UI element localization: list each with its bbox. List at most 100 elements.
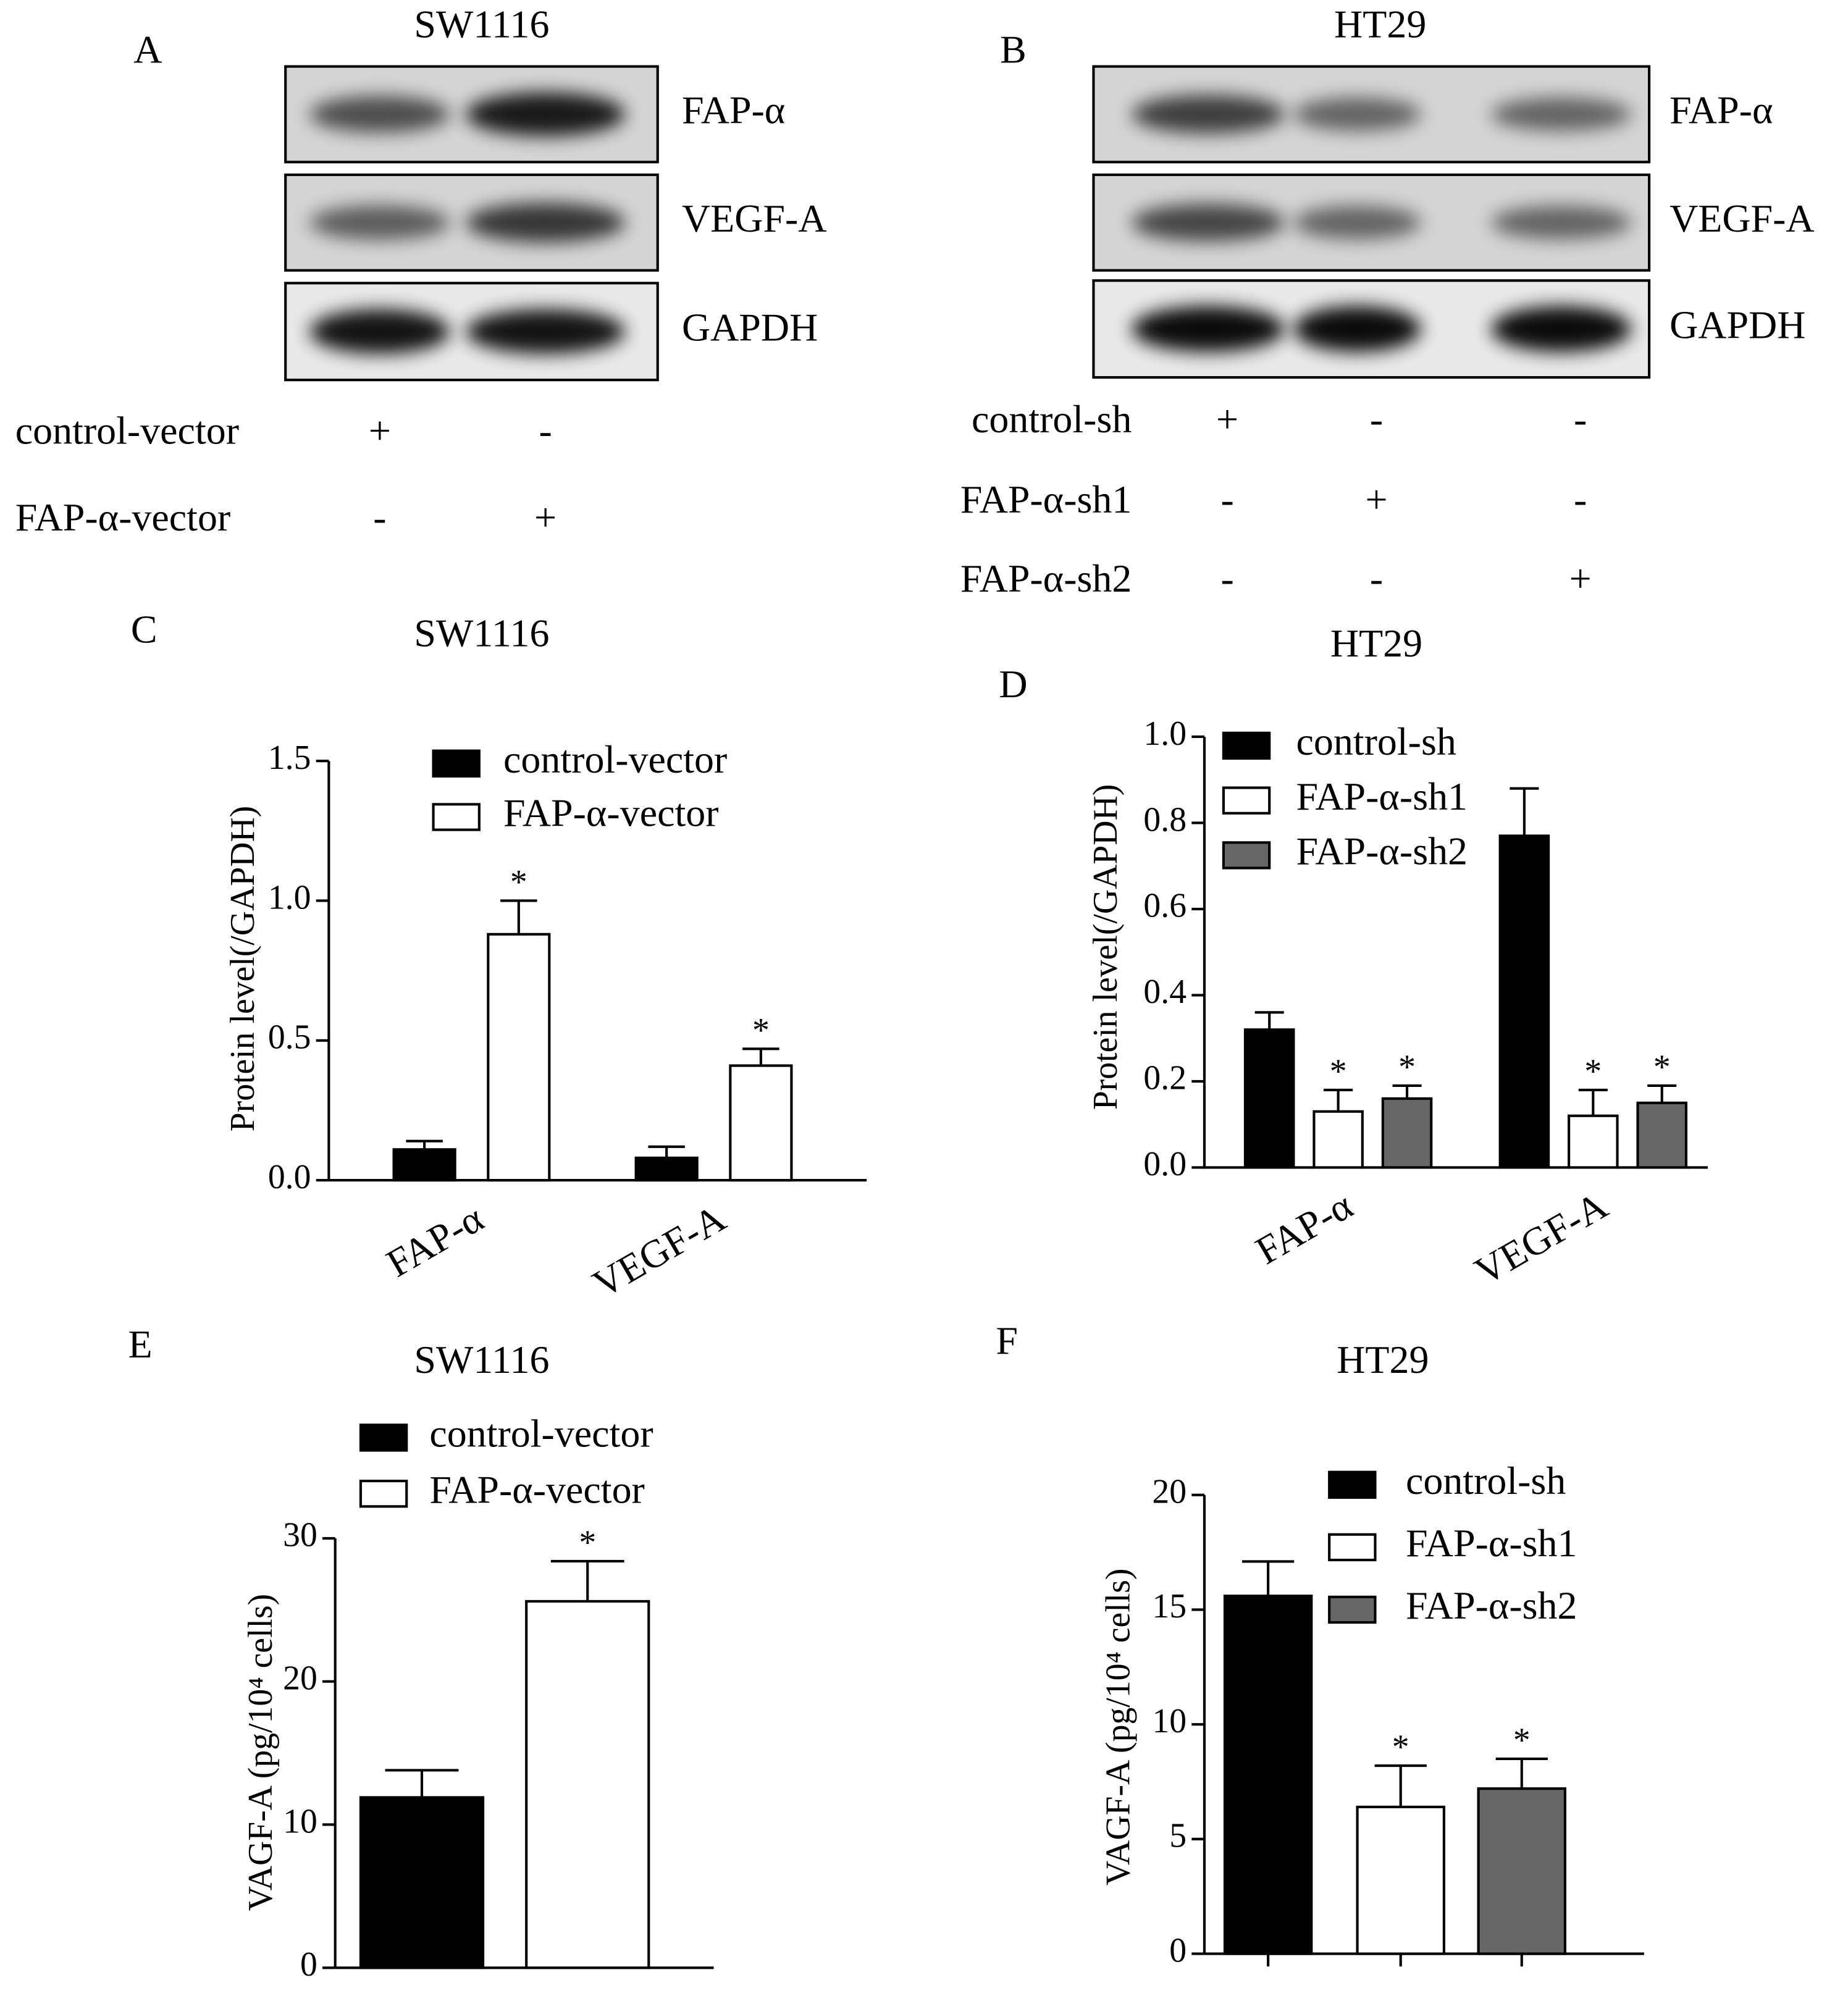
legend-label: FAP-α-sh1: [1296, 774, 1468, 818]
lane-sign: -: [373, 495, 386, 539]
y-tick-label: 20: [1152, 1473, 1186, 1511]
legend-swatch: [432, 749, 481, 778]
y-tick-label: 0.2: [1143, 1059, 1186, 1097]
significance-mark: *: [1330, 1052, 1347, 1091]
bar: [359, 1796, 485, 1969]
y-tick-label: 1.0: [268, 878, 311, 916]
y-tick-label: 0.4: [1143, 973, 1186, 1011]
panel-letter: C: [131, 608, 158, 652]
y-tick-label: 5: [1169, 1817, 1186, 1855]
blot-band: [1293, 306, 1421, 352]
blot-band: [466, 92, 626, 136]
bar: [1568, 1114, 1619, 1169]
legend-label: control-vector: [503, 737, 727, 781]
lane-sign: +: [1216, 397, 1238, 441]
legend-swatch: [1222, 731, 1271, 760]
blot-band: [1491, 206, 1632, 240]
protein-label: FAP-α: [682, 88, 785, 132]
significance-mark: *: [1584, 1052, 1602, 1091]
legend-swatch: [432, 803, 481, 831]
blot-band: [1491, 306, 1632, 352]
condition-label: control-sh: [972, 397, 1132, 441]
y-tick-label: 10: [283, 1802, 317, 1840]
blot-band: [1293, 97, 1421, 132]
legend-label: control-sh: [1296, 719, 1456, 763]
condition-label: control-vector: [15, 409, 239, 453]
legend-label: control-vector: [429, 1412, 653, 1456]
blot-band: [309, 205, 450, 240]
legend-swatch: [1328, 1470, 1377, 1499]
significance-mark: *: [1392, 1728, 1409, 1766]
legend-label: FAP-α-sh2: [1406, 1583, 1577, 1627]
y-axis-label: Protein level(/GAPDH): [1086, 784, 1125, 1110]
lane-sign: -: [1574, 397, 1587, 441]
condition-label: FAP-α-sh2: [960, 556, 1132, 600]
bar: [1223, 1595, 1313, 1955]
y-tick-label: 20: [283, 1659, 317, 1697]
bar: [1636, 1101, 1688, 1169]
legend-swatch: [359, 1424, 408, 1452]
significance-mark: *: [1398, 1048, 1416, 1086]
legend-label: FAP-α-vector: [429, 1467, 644, 1511]
condition-label: FAP-α-sh1: [960, 477, 1132, 521]
blot-band: [466, 203, 626, 243]
lane-sign: +: [1569, 556, 1592, 600]
significance-mark: *: [752, 1011, 770, 1049]
x-tick-label: FAP-α: [1248, 1183, 1359, 1273]
y-tick-label: 0.0: [1143, 1145, 1186, 1183]
chart-title: HT29: [1337, 1338, 1429, 1382]
condition-label: FAP-α-vector: [15, 495, 230, 539]
lane-sign: +: [1365, 477, 1387, 521]
y-tick-label: 30: [283, 1516, 317, 1554]
legend-swatch: [1222, 786, 1271, 815]
blot-band: [1132, 94, 1285, 134]
x-tick-label: VEGF-A: [1468, 1183, 1615, 1294]
legend-label: FAP-α-sh1: [1406, 1521, 1577, 1565]
blot-band: [1132, 203, 1285, 241]
panel-letter: F: [996, 1319, 1018, 1362]
lane-sign: -: [1370, 397, 1383, 441]
y-axis-label: VAGF-A (pg/10⁴ cells): [1099, 1569, 1138, 1886]
panel-letter: E: [128, 1322, 152, 1366]
lane-sign: +: [369, 409, 391, 453]
significance-mark: *: [1513, 1721, 1531, 1759]
y-tick-label: 0: [1169, 1931, 1186, 1969]
legend-label: FAP-α-sh2: [1296, 829, 1468, 873]
y-tick-label: 0.0: [268, 1158, 311, 1196]
lane-sign: +: [534, 495, 556, 539]
blot-band: [309, 309, 450, 354]
y-tick-label: 0: [300, 1945, 317, 1984]
protein-label: FAP-α: [1670, 88, 1773, 132]
protein-label: GAPDH: [682, 305, 818, 349]
bar: [1243, 1028, 1295, 1169]
chart-title: SW1116: [414, 611, 549, 655]
y-axis-label: VAGF-A (pg/10⁴ cells): [242, 1594, 280, 1911]
y-tick-label: 10: [1152, 1702, 1186, 1740]
lane-sign: -: [539, 409, 552, 453]
x-tick-label: VEGF-A: [586, 1196, 733, 1306]
protein-label: GAPDH: [1670, 303, 1805, 346]
y-tick-label: 0.5: [268, 1018, 311, 1057]
panel-letter: A: [133, 28, 162, 72]
blot-band: [466, 309, 626, 354]
bar: [729, 1064, 793, 1182]
blot-band: [1132, 306, 1285, 352]
y-tick-label: 1.0: [1143, 715, 1186, 753]
lane-sign: -: [1370, 556, 1383, 600]
legend-swatch: [1222, 841, 1271, 870]
significance-mark: *: [579, 1524, 596, 1562]
panel-letter: D: [999, 662, 1027, 706]
blot-band: [309, 96, 450, 133]
significance-mark: *: [510, 863, 527, 902]
blot-band: [1293, 206, 1421, 240]
lane-sign: -: [1220, 556, 1233, 600]
chart-title: HT29: [1330, 621, 1422, 665]
panel-letter: B: [1000, 28, 1027, 72]
bar: [1381, 1097, 1433, 1169]
legend-label: FAP-α-vector: [503, 791, 718, 835]
protein-label: VEGF-A: [1670, 196, 1815, 240]
legend-swatch: [359, 1479, 408, 1508]
chart-title: SW1116: [414, 1338, 549, 1382]
y-tick-label: 0.6: [1143, 887, 1186, 925]
